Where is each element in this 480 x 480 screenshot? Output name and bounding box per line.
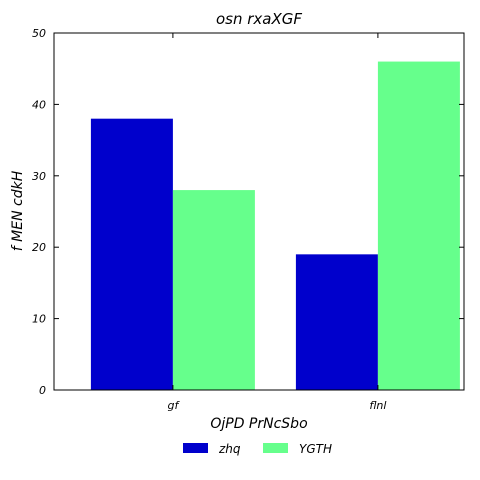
y-tick-label: 40 — [32, 98, 46, 111]
legend: zhq YGTH — [183, 442, 332, 456]
bars — [90, 61, 460, 391]
x-axis-label: OjPD PrNcSbo — [210, 416, 307, 432]
x-tick-label: gf — [167, 399, 180, 412]
bar-zhq-gf — [90, 118, 173, 391]
y-tick-label: 30 — [32, 170, 46, 183]
y-tick-label: 0 — [39, 384, 46, 397]
bar-YGTH-gf — [172, 190, 255, 390]
y-tick-label: 10 — [32, 313, 46, 326]
bar-YGTH-flnl — [377, 61, 460, 391]
chart-title: osn rxaXGF — [216, 10, 302, 28]
legend-swatch-zhq — [183, 443, 208, 453]
axes: 0 10 20 30 40 50 gf flnl — [32, 27, 465, 412]
bar-zhq-flnl — [295, 254, 378, 390]
axes-frame — [53, 32, 465, 391]
y-axis-label: f MEN cdkH — [10, 170, 26, 251]
y-tick-label: 20 — [32, 241, 46, 254]
x-tick-label: flnl — [369, 399, 386, 412]
legend-swatch-YGTH — [263, 443, 288, 453]
y-tick-label: 50 — [32, 27, 46, 40]
legend-label-YGTH: YGTH — [299, 442, 332, 456]
legend-label-zhq: zhq — [218, 442, 241, 456]
